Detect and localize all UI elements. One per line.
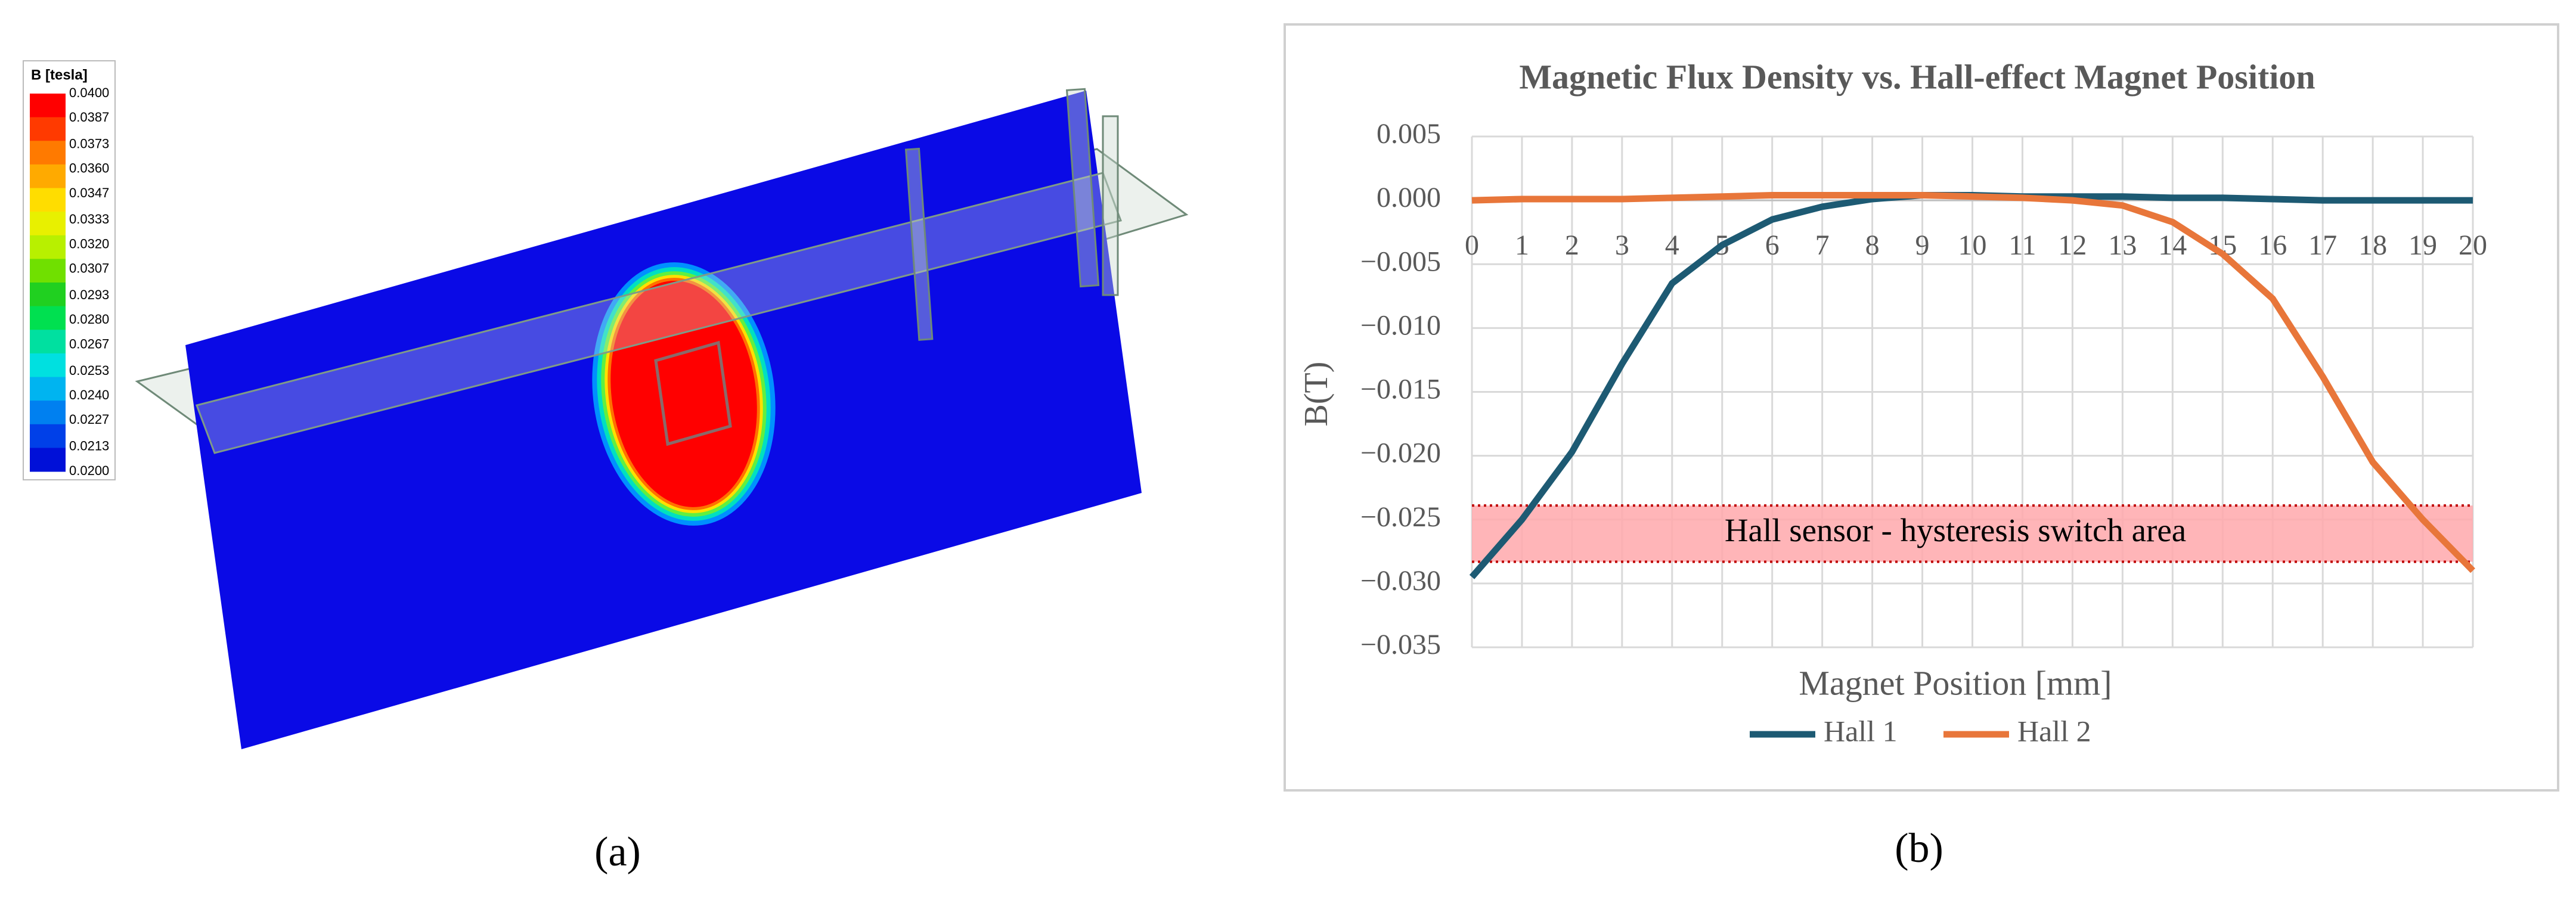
x-tick-label: 16: [2258, 229, 2287, 261]
colorbar-tick-label: 0.0373: [69, 136, 109, 151]
panel-label: (b): [1895, 826, 1943, 871]
simulation-render: [135, 88, 1189, 749]
color-swatch: [30, 424, 66, 448]
legend-label: Hall 1: [1824, 714, 1898, 747]
post: [904, 147, 934, 341]
y-tick-label: −0.015: [1360, 374, 1441, 405]
x-tick-label: 14: [2158, 229, 2187, 261]
colorbar-tick-label: 0.0347: [69, 185, 109, 200]
colorbar-tick-label: 0.0400: [69, 85, 109, 100]
x-tick-label: 3: [1615, 229, 1629, 261]
x-tick-label: 2: [1565, 229, 1579, 261]
magnet-outline: [654, 340, 732, 446]
band: [1472, 505, 2473, 562]
colorbar-tick-label: 0.0227: [69, 412, 109, 427]
x-tick-label: 10: [1958, 229, 1987, 261]
x-tick-label: 6: [1765, 229, 1780, 261]
y-tick-label: −0.035: [1360, 629, 1441, 660]
panel-label: (a): [594, 829, 641, 875]
x-tick-label: 0: [1465, 229, 1479, 261]
y-tick-label: −0.020: [1360, 437, 1441, 469]
x-tick-label: 13: [2108, 229, 2137, 261]
color-swatch: [30, 259, 66, 283]
colorbar: B [tesla] 0.0400 0.0387 0.0373 0.0360 0.0347 0…: [30, 67, 109, 478]
color-swatch: [30, 212, 66, 236]
post: [1065, 88, 1100, 288]
housing-bar: [196, 172, 1122, 454]
y-tick-label: −0.010: [1360, 309, 1441, 341]
color-swatch: [30, 353, 66, 377]
colorbar-tick-label: 0.0307: [69, 261, 109, 276]
chart-title: Magnetic Flux Density vs. Hall-effect Ma…: [1519, 57, 2315, 96]
color-swatch: [30, 306, 66, 330]
x-tick-label: 1: [1515, 229, 1529, 261]
line-chart: Magnetic Flux Density vs. Hall-effect Ma…: [1298, 57, 2487, 747]
colorbar-tick-label: 0.0360: [69, 161, 109, 176]
x-axis-title: Magnet Position [mm]: [1799, 663, 2112, 702]
y-tick-label: 0.005: [1377, 118, 1441, 150]
band-label: Hall sensor - hysteresis switch area: [1725, 512, 2186, 548]
y-tick-label: −0.025: [1360, 501, 1441, 533]
colorbar-tick-label: 0.0280: [69, 312, 109, 327]
color-swatch: [30, 401, 66, 425]
chart-frame: [1284, 23, 2559, 792]
series-line: [1471, 192, 2475, 573]
x-tick-label: 18: [2358, 229, 2387, 261]
y-tick-label: −0.030: [1360, 565, 1441, 597]
color-swatch: [30, 377, 66, 401]
colorbar-title: B [tesla]: [31, 67, 88, 83]
x-tick-label: 9: [1915, 229, 1930, 261]
color-swatch: [30, 164, 66, 188]
x-tick-label: 19: [2408, 229, 2437, 261]
colorbar-tick-label: 0.0200: [69, 463, 109, 478]
field-blob: [592, 262, 776, 526]
legend-label: Hall 2: [2017, 714, 2091, 747]
color-swatch: [30, 117, 66, 141]
x-tick-label: 7: [1815, 229, 1830, 261]
colorbar-tick-label: 0.0320: [69, 236, 109, 251]
x-tick-label: 4: [1665, 229, 1679, 261]
color-swatch: [30, 448, 66, 472]
color-swatch: [30, 235, 66, 259]
colorbar-tick-label: 0.0213: [69, 439, 109, 454]
color-swatch: [30, 283, 66, 307]
colorbar-tick-label: 0.0293: [69, 287, 109, 302]
y-axis-title: B(T): [1298, 362, 1335, 427]
colorbar-tick-label: 0.0387: [69, 110, 109, 125]
x-tick-label: 11: [2008, 229, 2036, 261]
color-swatch: [30, 94, 66, 118]
x-tick-label: 20: [2459, 229, 2487, 261]
x-tick-label: 12: [2058, 229, 2087, 261]
colorbar-tick-label: 0.0240: [69, 387, 109, 402]
colorbar-tick-label: 0.0253: [69, 363, 109, 378]
color-swatch: [30, 330, 66, 354]
colorbar-tick-label: 0.0267: [69, 336, 109, 351]
color-swatch: [30, 141, 66, 165]
x-tick-label: 8: [1865, 229, 1880, 261]
y-tick-label: −0.005: [1360, 246, 1441, 277]
color-swatch: [30, 188, 66, 212]
post: [1102, 115, 1119, 296]
y-tick-label: 0.000: [1377, 182, 1441, 213]
x-tick-label: 17: [2308, 229, 2337, 261]
colorbar-tick-label: 0.0333: [69, 212, 109, 226]
